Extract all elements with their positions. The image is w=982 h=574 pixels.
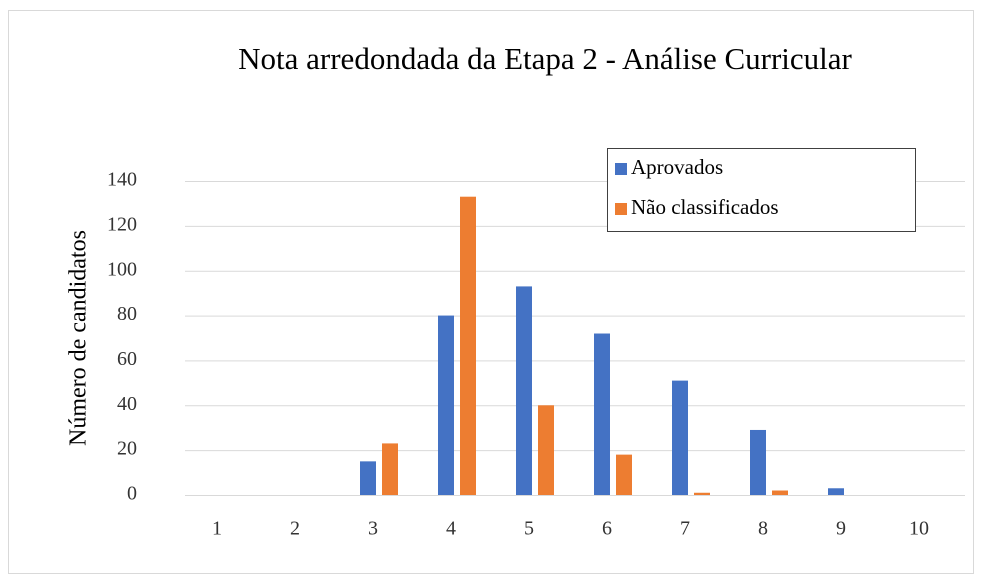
y-tick-label: 60 (117, 348, 137, 370)
legend-box (607, 148, 916, 232)
bar (828, 488, 844, 495)
x-tick-label: 8 (758, 518, 768, 540)
x-tick-label: 3 (368, 518, 378, 540)
y-tick-label: 100 (107, 258, 137, 280)
bar (516, 286, 532, 495)
x-tick-label: 1 (212, 518, 222, 540)
bar (694, 492, 710, 495)
bar (438, 315, 454, 495)
y-tick-label: 40 (117, 393, 137, 415)
bar (672, 380, 688, 495)
y-tick-label: 0 (127, 483, 137, 505)
legend-label: Aprovados (631, 155, 723, 179)
bar (616, 454, 632, 495)
legend-swatch (615, 203, 627, 215)
y-tick-label: 140 (107, 169, 137, 191)
y-tick-label: 120 (107, 213, 137, 235)
x-tick-label: 4 (446, 518, 456, 540)
x-tick-label: 9 (836, 518, 846, 540)
y-tick-label: 20 (117, 438, 137, 460)
bar (750, 429, 766, 495)
bar (772, 490, 788, 495)
bar (460, 196, 476, 495)
bar (594, 333, 610, 495)
x-tick-label: 6 (602, 518, 612, 540)
y-axis-label: Número de candidatos (66, 230, 92, 446)
x-tick-label: 2 (290, 518, 300, 540)
legend-label: Não classificados (631, 195, 779, 219)
x-tick-label: 7 (680, 518, 690, 540)
bar (382, 443, 398, 495)
bar (360, 461, 376, 495)
x-tick-label: 5 (524, 518, 534, 540)
y-tick-label: 80 (117, 303, 137, 325)
chart-frame (8, 10, 974, 574)
legend-swatch (615, 163, 627, 175)
chart-title: Nota arredondada da Etapa 2 - Análise Cu… (238, 41, 852, 76)
bar (538, 405, 554, 495)
x-tick-label: 10 (909, 518, 929, 540)
